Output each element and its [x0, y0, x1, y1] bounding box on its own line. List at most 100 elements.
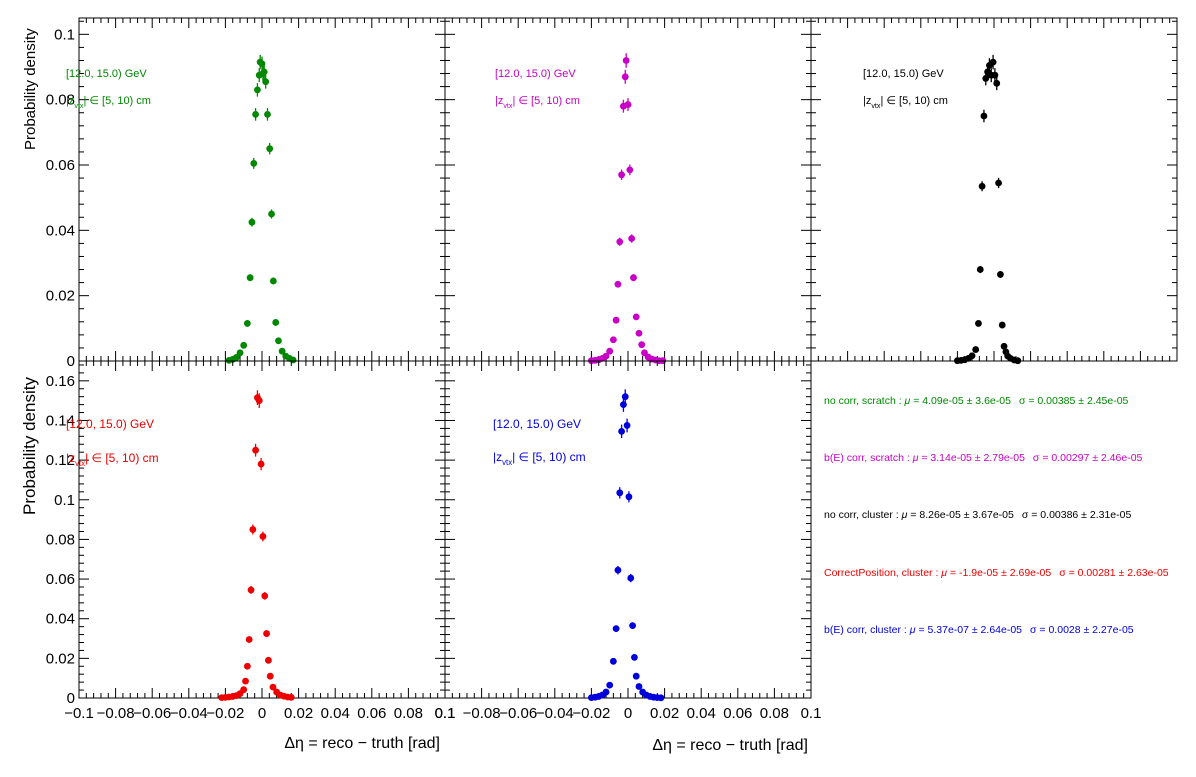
x-axis-title-left: Δη = reco − truth [rad] [284, 735, 440, 752]
x-tick-label: 0.08 [760, 705, 789, 722]
data-point [606, 347, 614, 355]
vertex-z-range-label: |zvtx| ∈ [5, 10) cm [66, 95, 151, 110]
vertex-z-subscript: vtx [74, 102, 84, 110]
vertex-z-range-label: |zvtx| ∈ [5, 10) cm [863, 95, 948, 110]
data-point [262, 78, 270, 86]
legend-entry-be-corr-cluster: b(E) corr, cluster : μ = 5.37e-07 ± 2.64… [824, 624, 1134, 636]
data-point [252, 446, 259, 454]
vertex-z-range-label: |zvtx| ∈ [5, 10) cm [495, 95, 580, 110]
data-point [246, 274, 254, 282]
panel-top-middle: [12.0, 15.0) GeV |zvtx| ∈ [5, 10) cm [444, 17, 812, 365]
legend-entry-correctposition-cluster: CorrectPosition, cluster : μ = -1.9e-05 … [824, 567, 1169, 579]
data-point [629, 622, 636, 630]
energy-range-label: [12.0, 15.0) GeV [495, 68, 576, 80]
y-tick-label: 0.06 [46, 571, 75, 588]
vertex-z-prefix: |z [495, 95, 503, 107]
data-point [997, 271, 1004, 278]
x-tick-label: 0.1 [801, 705, 822, 722]
vertex-z-range-label: |zvtx| ∈ [5, 10) cm [493, 450, 586, 467]
vertex-z-suffix: | ∈ [5, 10) cm [83, 95, 150, 107]
y-tick-label: 0.02 [46, 288, 75, 305]
data-point [657, 694, 665, 702]
panel-bottom-middle: 0.1 −0.08−0.06−0.04−0.02 0 0.02 0.04 0.06 0.08… [435, 360, 822, 722]
data-point [635, 329, 643, 337]
x-tick-label: 0 [258, 705, 266, 722]
x-tick-label: −0.08 [463, 705, 501, 722]
plot-frame [444, 360, 812, 699]
data-point [252, 110, 259, 118]
y-tick-label: 0.16 [46, 373, 75, 390]
data-point [618, 171, 625, 179]
data-point [1000, 342, 1008, 350]
y-tick-label: 0.06 [46, 157, 75, 174]
data-point [266, 672, 274, 680]
data-point [263, 630, 270, 637]
y-tick-label: 0.04 [46, 611, 75, 628]
data-point [993, 79, 1001, 87]
panels-group: 00.020.040.060.080.1[12.0, 15.0) GeV|zvt… [46, 17, 1178, 722]
data-point [975, 320, 982, 327]
x-tick-label: 0.06 [723, 705, 752, 722]
legend-entry-no-corr-cluster: no corr, cluster : μ = 8.26e-05 ± 3.67e-… [824, 509, 1131, 521]
data-point [976, 266, 984, 273]
data-point [621, 73, 629, 81]
data-point [248, 218, 256, 226]
y-axis-title-top: Probability density [22, 28, 39, 150]
data-point [623, 422, 631, 429]
data-point [289, 356, 297, 364]
data-point [614, 280, 622, 288]
data-point [998, 321, 1006, 329]
data-point [249, 526, 257, 533]
x-tick-label: −0.02 [206, 705, 244, 722]
data-point [242, 677, 249, 685]
data-point [627, 574, 635, 582]
y-tick-label: 0.14 [46, 412, 75, 429]
x-axis-title-middle: Δη = reco − truth [rad] [652, 737, 808, 754]
y-tick-label: 0.08 [46, 92, 75, 109]
data-point [614, 566, 622, 574]
data-point [978, 182, 986, 190]
energy-range-label: [12.0, 15.0) GeV [66, 417, 154, 431]
x-tick-label: 0.08 [394, 705, 423, 722]
data-point [612, 316, 620, 324]
y-tick-label: 0.08 [46, 531, 75, 548]
y-tick-label: 0 [67, 353, 75, 370]
vertex-z-suffix: | ∈ [5, 10) cm [512, 95, 579, 107]
data-point [269, 683, 277, 691]
data-point [980, 112, 988, 120]
data-point [265, 656, 272, 664]
data-point [247, 586, 255, 594]
data-point [269, 277, 277, 285]
energy-range-label: [12.0, 15.0) GeV [493, 417, 581, 431]
data-point [632, 672, 640, 680]
y-tick-label: 0.12 [46, 452, 75, 469]
data-point [612, 625, 620, 633]
data-point [236, 349, 244, 357]
data-point [257, 460, 265, 468]
x-tick-label: −0.04 [170, 705, 208, 722]
vertex-z-subscript: vtx [502, 458, 512, 467]
y-tick-label: 0.1 [54, 26, 75, 43]
data-point [625, 493, 633, 501]
x-tick-label: 0.02 [284, 705, 313, 722]
data-point [638, 341, 646, 349]
energy-range-label: [12.0, 15.0) GeV [66, 68, 147, 80]
data-point [621, 393, 629, 401]
data-point [232, 354, 240, 361]
vertex-z-prefix: |z [66, 95, 74, 107]
data-point [632, 313, 640, 321]
data-point [255, 397, 263, 405]
data-point [261, 592, 269, 600]
data-point [254, 86, 261, 94]
data-point [602, 688, 610, 696]
legend-entry-be-corr-scratch: b(E) corr, scratch : μ = 3.14e-05 ± 2.79… [824, 452, 1143, 464]
data-point [616, 238, 624, 246]
vertex-z-subscript: vtx [75, 459, 85, 468]
data-point [630, 274, 637, 282]
data-point [609, 336, 617, 344]
data-point [260, 68, 268, 76]
x-tick-label: 0.04 [687, 705, 716, 722]
panel-bottom-left: 00.020.040.060.080.10.120.140.16−0.1 −0.0… [46, 360, 455, 722]
y-tick-label: 0.1 [54, 492, 75, 509]
